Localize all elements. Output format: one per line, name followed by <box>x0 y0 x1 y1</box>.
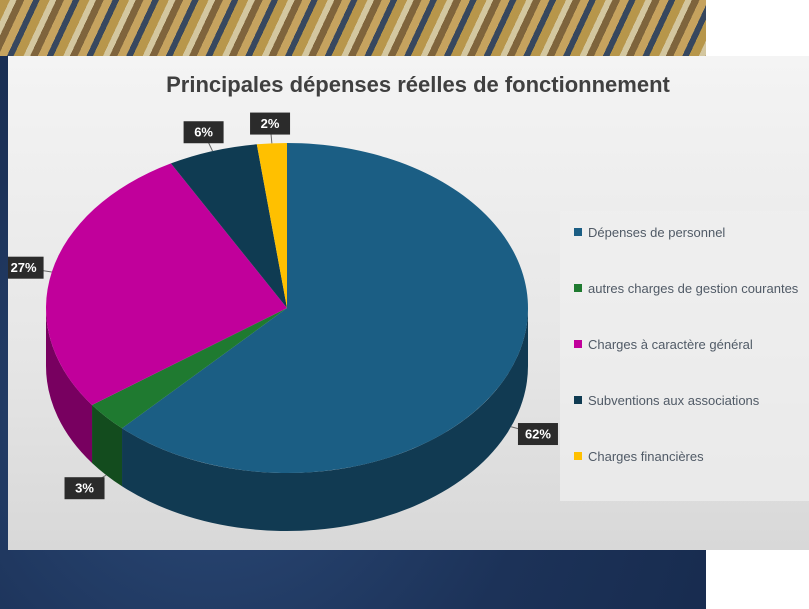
page: Principales dépenses réelles de fonction… <box>0 0 809 609</box>
legend-entry: Dépenses de personnel <box>574 223 809 242</box>
chart-panel: Principales dépenses réelles de fonction… <box>8 56 809 550</box>
legend-swatch <box>574 284 582 292</box>
legend-entry: autres charges de gestion courantes <box>574 279 809 298</box>
legend-label: autres charges de gestion courantes <box>588 281 798 296</box>
leaves-strip <box>0 0 706 56</box>
data-label: 62% <box>525 426 551 441</box>
legend: Dépenses de personnel autres charges de g… <box>560 211 809 501</box>
data-label: 2% <box>261 116 280 131</box>
legend-label: Dépenses de personnel <box>588 225 725 240</box>
legend-entry: Subventions aux associations <box>574 391 809 410</box>
legend-label: Subventions aux associations <box>588 393 759 408</box>
legend-entry: Charges à caractère général <box>574 335 809 354</box>
data-label: 27% <box>11 260 37 275</box>
data-label: 6% <box>194 125 213 140</box>
legend-label: Charges à caractère général <box>588 337 753 352</box>
legend-swatch <box>574 340 582 348</box>
data-label: 3% <box>75 481 94 496</box>
legend-label: Charges financières <box>588 449 704 464</box>
legend-swatch <box>574 228 582 236</box>
legend-swatch <box>574 452 582 460</box>
legend-swatch <box>574 396 582 404</box>
legend-entry: Charges financières <box>574 447 809 466</box>
